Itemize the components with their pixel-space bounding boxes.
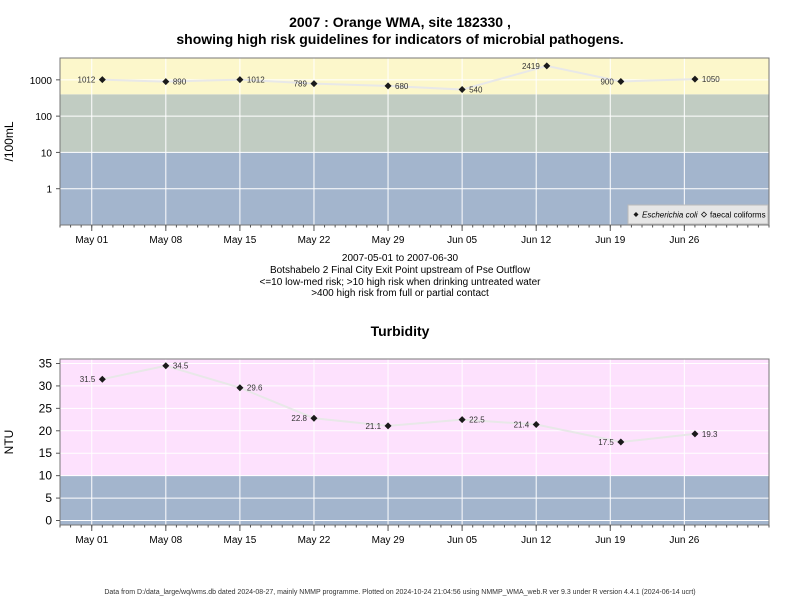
y-tick-label: 1 [46, 185, 52, 196]
plot-frame [59, 57, 770, 226]
x-tick-label: May 29 [372, 535, 405, 546]
data-label: 789 [294, 80, 308, 89]
data-label: 22.8 [291, 414, 307, 423]
data-point [691, 430, 699, 438]
turbidity-title: Turbidity [370, 323, 430, 339]
data-point [691, 75, 699, 83]
data-label: 1012 [247, 76, 265, 85]
legend: Escherichia coli faecal coliforms [627, 204, 769, 225]
y-tick-label: 100 [35, 112, 52, 123]
data-point [236, 384, 244, 392]
data-label: 17.5 [598, 438, 614, 447]
data-label: 19.3 [702, 430, 718, 439]
data-point [98, 76, 106, 84]
legend-marker-ecoli [633, 212, 639, 217]
x-tick-label: Jun 26 [669, 235, 699, 246]
legend-box [627, 204, 769, 225]
x-tick-label: May 01 [75, 535, 108, 546]
footer-note: Data from D:/data_large/wq/wms.db dated … [104, 589, 696, 596]
x-tick-label: Jun 19 [595, 535, 625, 546]
data-point [532, 421, 540, 429]
x-tick-label: Jun 26 [669, 535, 699, 546]
x-tick-label: Jun 19 [595, 235, 625, 246]
y-tick-label: 10 [41, 148, 53, 159]
y-tick-label: 1000 [30, 76, 53, 87]
y-tick-label: 10 [39, 469, 53, 483]
y-tick-label: 25 [39, 401, 53, 415]
data-point [98, 375, 106, 383]
x-tick-label: May 08 [149, 235, 182, 246]
data-label: 29.6 [247, 384, 263, 393]
chart-title-line1: 2007 : Orange WMA, site 182330 , [289, 14, 511, 30]
x-tick-label: May 22 [298, 535, 331, 546]
data-label: 540 [469, 86, 483, 95]
risk-band [60, 94, 769, 153]
ecoli-chart: 1 10 100 1000 May 01 May 08 May 15 May 22 May 29… [2, 57, 770, 246]
x-tick-label: Jun 05 [447, 535, 477, 546]
data-label: 900 [600, 78, 614, 87]
data-point [310, 80, 318, 88]
y-axis-label: /100mL [2, 121, 16, 161]
risk-band [60, 359, 769, 476]
legend-marker-faecal [700, 211, 708, 218]
site-description-text: Botshabelo 2 Final City Exit Point upstr… [269, 265, 531, 276]
data-label: 22.5 [469, 416, 485, 425]
x-tick-label: May 15 [223, 235, 256, 246]
y-tick-label: 30 [39, 379, 53, 393]
data-point [384, 422, 392, 430]
data-label: 2419 [522, 62, 540, 71]
risk-band [60, 475, 769, 525]
data-label: 890 [173, 78, 187, 87]
data-point [162, 362, 170, 370]
risk-band [60, 58, 769, 95]
legend-entry-faecal: faecal coliforms [710, 211, 766, 220]
data-label: 1012 [78, 76, 96, 85]
risk-guideline-drinking: <=10 low-med risk; >10 high risk when dr… [259, 277, 541, 288]
data-point [617, 78, 625, 86]
chart-title-line2: showing high risk guidelines for indicat… [176, 31, 624, 47]
data-point [162, 78, 170, 86]
y-tick-label: 5 [45, 491, 52, 505]
data-label: 680 [395, 82, 409, 91]
plot-frame [59, 358, 770, 526]
data-point [384, 82, 392, 90]
data-label: 1050 [702, 75, 720, 84]
date-range-text: 2007-05-01 to 2007-06-30 [341, 253, 459, 264]
data-point [458, 86, 466, 94]
x-tick-label: May 08 [149, 535, 182, 546]
x-tick-label: Jun 05 [447, 235, 477, 246]
legend-entry-ecoli: Escherichia coli [642, 211, 698, 220]
data-point [617, 438, 625, 446]
data-label: 31.5 [80, 375, 96, 384]
y-tick-label: 0 [45, 514, 52, 528]
x-tick-label: May 15 [223, 535, 256, 546]
y-axis-label: NTU [2, 430, 16, 455]
x-tick-label: May 01 [75, 235, 108, 246]
turbidity-chart: 0 5 10 15 20 25 30 35 May 01 May 08 May 15 May 22 Ma… [2, 356, 770, 546]
y-tick-label: 35 [39, 356, 53, 370]
data-label: 21.1 [365, 422, 381, 431]
x-tick-label: Jun 12 [521, 535, 551, 546]
risk-guideline-contact: >400 high risk from full or partial cont… [311, 288, 489, 299]
x-tick-label: May 29 [372, 235, 405, 246]
data-label: 21.4 [514, 421, 530, 430]
x-tick-label: May 22 [298, 235, 331, 246]
y-tick-label: 20 [39, 424, 53, 438]
data-point [236, 76, 244, 84]
x-tick-label: Jun 12 [521, 235, 551, 246]
data-label: 34.5 [173, 362, 189, 371]
data-point [458, 416, 466, 424]
y-tick-label: 15 [39, 446, 53, 460]
data-point [310, 414, 318, 422]
